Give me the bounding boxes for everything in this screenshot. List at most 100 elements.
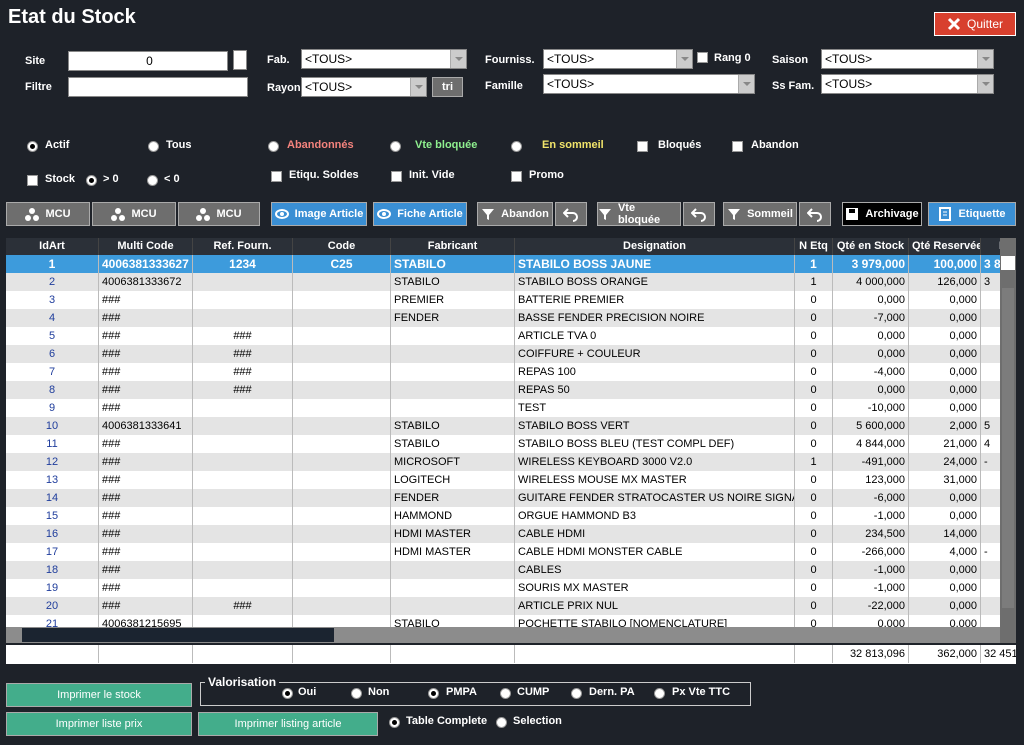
- fourniss-combo[interactable]: <TOUS>: [543, 49, 693, 69]
- table-cell: [981, 507, 1000, 525]
- table-cell: 0: [795, 543, 833, 561]
- saison-combo[interactable]: <TOUS>: [821, 49, 994, 69]
- radio-button[interactable]: [511, 141, 522, 152]
- button-label: Etiquette: [958, 208, 1006, 220]
- table-cell: STABILO BOSS JAUNE: [515, 255, 795, 273]
- table-row[interactable]: 3 ### PREMIER BATTERIE PREMIER 0 0,000 0,000: [6, 291, 1000, 309]
- toolbar-button[interactable]: MCU: [6, 202, 90, 226]
- checkbox[interactable]: [732, 141, 743, 152]
- table-row[interactable]: 10 4006381333641 STABILO STABILO BOSS VERT 0…: [6, 417, 1000, 435]
- radio-button[interactable]: [496, 717, 507, 728]
- table-row[interactable]: 16 ### HDMI MASTER CABLE HDMI 0 234,500 14,000: [6, 525, 1000, 543]
- table-row[interactable]: 14 ### FENDER GUITARE FENDER STRATOCASTER U…: [6, 489, 1000, 507]
- table-cell: HDMI MASTER: [391, 543, 515, 561]
- table-cell: 0: [795, 507, 833, 525]
- table-row[interactable]: 18 ### CABLES 0 -1,000 0,000: [6, 561, 1000, 579]
- table-row[interactable]: 5 ### ### ARTICLE TVA 0 0 0,000 0,000: [6, 327, 1000, 345]
- table-cell: 0: [795, 381, 833, 399]
- toolbar-button[interactable]: Sommeil: [723, 202, 797, 226]
- table-cell: 5: [6, 327, 99, 345]
- option-label: < 0: [164, 173, 180, 185]
- undo-button[interactable]: [799, 202, 831, 226]
- rang0-checkbox[interactable]: [697, 52, 708, 63]
- radio-button[interactable]: [147, 175, 158, 186]
- toolbar-button[interactable]: Image Article: [271, 202, 367, 226]
- rayon-combo[interactable]: <TOUS>: [301, 77, 427, 97]
- radio-button[interactable]: [148, 141, 159, 152]
- undo-button[interactable]: [555, 202, 587, 226]
- ssfam-combo[interactable]: <TOUS>: [821, 74, 994, 94]
- table-cell: [293, 381, 391, 399]
- radio-button[interactable]: [351, 688, 362, 699]
- print-stock-button[interactable]: Imprimer le stock: [6, 683, 192, 707]
- radio-button[interactable]: [390, 141, 401, 152]
- table-row[interactable]: 6 ### ### COIFFURE + COULEUR 0 0,000 0,000: [6, 345, 1000, 363]
- scroll-thumb[interactable]: [1002, 288, 1014, 608]
- table-cell: [193, 291, 293, 309]
- radio-button[interactable]: [571, 688, 582, 699]
- column-header: I: [981, 238, 1000, 255]
- checkbox[interactable]: [511, 171, 522, 182]
- toolbar-button[interactable]: Fiche Article: [373, 202, 467, 226]
- table-row[interactable]: 9 ### TEST 0 -10,000 0,000: [6, 399, 1000, 417]
- radio-button[interactable]: [86, 175, 97, 186]
- h-scroll-thumb[interactable]: [22, 628, 334, 642]
- undo-button[interactable]: [683, 202, 715, 226]
- toolbar-button[interactable]: MCU: [92, 202, 176, 226]
- table-cell: CABLE HDMI: [515, 525, 795, 543]
- table-cell: REPAS 50: [515, 381, 795, 399]
- toolbar-button[interactable]: Archivage: [842, 202, 922, 226]
- table-row[interactable]: 2 4006381333672 STABILO STABILO BOSS ORANGE…: [6, 273, 1000, 291]
- table-cell: [193, 579, 293, 597]
- vertical-scrollbar[interactable]: [1000, 238, 1016, 643]
- print-listing-button[interactable]: Imprimer listing article: [198, 712, 378, 736]
- print-prices-button[interactable]: Imprimer liste prix: [6, 712, 192, 736]
- radio-button[interactable]: [282, 688, 293, 699]
- radio-button[interactable]: [428, 688, 439, 699]
- checkbox[interactable]: [27, 175, 38, 186]
- checkbox[interactable]: [391, 171, 402, 182]
- toolbar-button[interactable]: Vte bloquée: [597, 202, 681, 226]
- table-row[interactable]: 12 ### MICROSOFT WIRELESS KEYBOARD 3000 V2.…: [6, 453, 1000, 471]
- table-row[interactable]: 13 ### LOGITECH WIRELESS MOUSE MX MASTER 0 12…: [6, 471, 1000, 489]
- toolbar-button[interactable]: Etiquette: [928, 202, 1016, 226]
- table-row[interactable]: 4 ### FENDER BASSE FENDER PRECISION NOIRE 0-…: [6, 309, 1000, 327]
- radio-button[interactable]: [27, 141, 38, 152]
- horizontal-scrollbar[interactable]: [6, 627, 1000, 643]
- selected-row[interactable]: 1 4006381333627 1234 C25 STABILO STABILO BOSS…: [6, 255, 1000, 273]
- table-cell: 1: [795, 255, 833, 273]
- checkbox[interactable]: [271, 171, 282, 182]
- tri-button[interactable]: tri: [432, 77, 463, 97]
- table-row[interactable]: 15 ### HAMMOND ORGUE HAMMOND B3 0 -1,000 0,000: [6, 507, 1000, 525]
- scroll-up[interactable]: [1001, 256, 1015, 270]
- stock-table: IdArt Multi Code Ref. Fourn. Code Fabricant D…: [6, 238, 1000, 627]
- toolbar-button[interactable]: Abandon: [477, 202, 553, 226]
- filtre-input[interactable]: [68, 77, 248, 97]
- table-cell: [391, 327, 515, 345]
- button-icon: [728, 209, 741, 220]
- table-cell: [293, 291, 391, 309]
- table-cell: 0: [795, 309, 833, 327]
- checkbox[interactable]: [637, 141, 648, 152]
- table-cell: -: [981, 543, 1000, 561]
- table-row[interactable]: 7 ### ### REPAS 100 0 -4,000 0,000: [6, 363, 1000, 381]
- site-input[interactable]: 0: [68, 51, 228, 71]
- radio-button[interactable]: [389, 717, 400, 728]
- table-row[interactable]: 21 4006381215695 STABILO POCHETTE STABILO […: [6, 615, 1000, 627]
- fourniss-label: Fourniss.: [485, 54, 535, 66]
- radio-button[interactable]: [654, 688, 665, 699]
- quit-button[interactable]: Quitter: [934, 12, 1016, 36]
- table-row[interactable]: 8 ### ### REPAS 50 0 0,000 0,000: [6, 381, 1000, 399]
- table-row[interactable]: 19 ### SOURIS MX MASTER 0 -1,000 0,000: [6, 579, 1000, 597]
- table-row[interactable]: 11 ### STABILO STABILO BOSS BLEU (TEST COMP…: [6, 435, 1000, 453]
- quit-icon: [947, 17, 961, 31]
- table-row[interactable]: 17 ### HDMI MASTER CABLE HDMI MONSTER CABLE…: [6, 543, 1000, 561]
- table-cell: [293, 597, 391, 615]
- radio-button[interactable]: [500, 688, 511, 699]
- toolbar-button[interactable]: MCU: [178, 202, 260, 226]
- radio-button[interactable]: [268, 141, 279, 152]
- table-row[interactable]: 20 ### ### ARTICLE PRIX NUL 0 -22,000 0,000: [6, 597, 1000, 615]
- famille-combo[interactable]: <TOUS>: [543, 74, 755, 94]
- fab-combo[interactable]: <TOUS>: [301, 49, 467, 69]
- site-spinner[interactable]: [233, 50, 247, 70]
